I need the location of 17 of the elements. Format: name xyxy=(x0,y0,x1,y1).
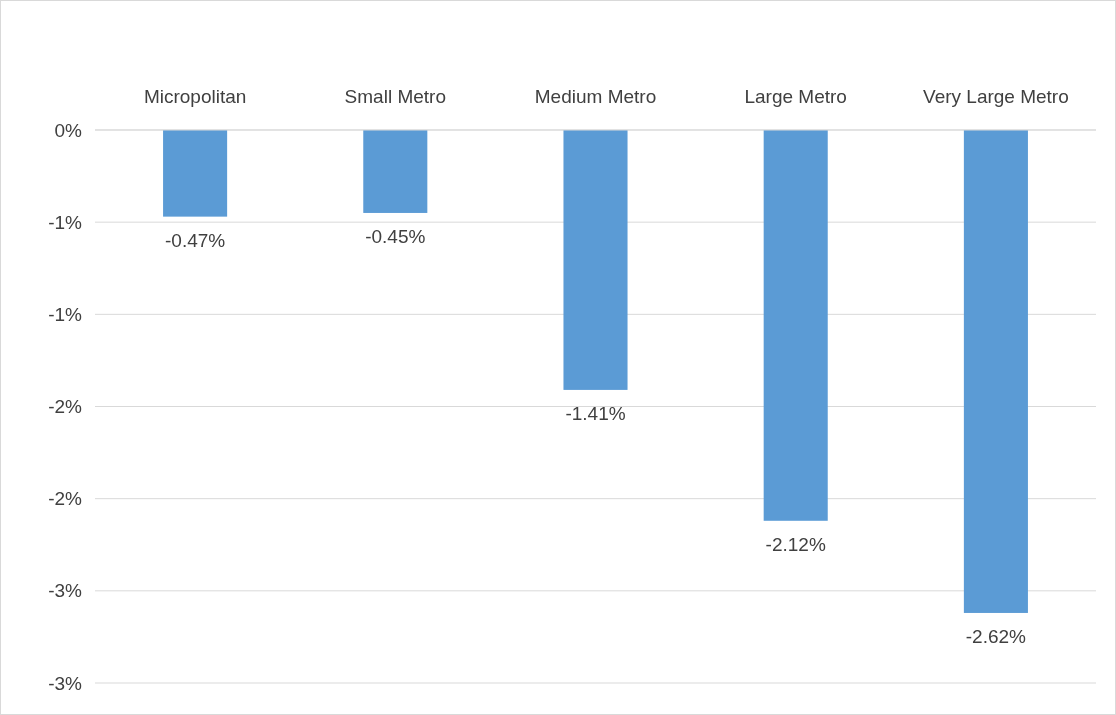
x-tick-label: Very Large Metro xyxy=(923,86,1069,107)
y-tick-label: -1% xyxy=(48,303,83,325)
x-tick-label: Large Metro xyxy=(744,86,847,107)
data-label: -1.41% xyxy=(565,402,626,424)
y-tick-label: -2% xyxy=(48,396,83,418)
data-label: -2.62% xyxy=(965,625,1027,647)
data-label: -0.45% xyxy=(365,225,426,247)
x-tick-label: Medium Metro xyxy=(534,86,657,107)
y-tick-label: -3% xyxy=(48,672,83,694)
y-tick-label: -2% xyxy=(48,488,83,510)
data-label: -2.12% xyxy=(765,533,826,555)
y-tick-label: 0% xyxy=(54,119,83,141)
y-tick-label: -1% xyxy=(48,211,83,233)
x-tick-label: Micropolitan xyxy=(143,86,247,107)
x-tick-label: Small Metro xyxy=(344,86,446,107)
y-tick-label: -3% xyxy=(48,580,83,602)
data-label: -0.47% xyxy=(165,229,226,251)
